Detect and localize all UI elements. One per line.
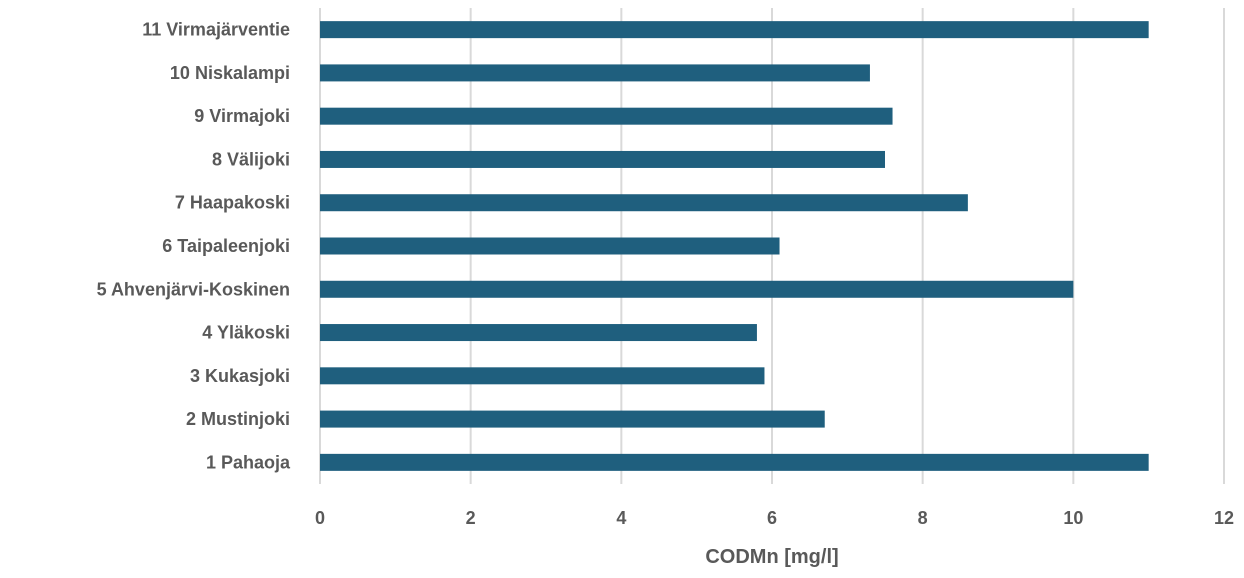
bar xyxy=(320,150,885,168)
bar xyxy=(320,21,1149,39)
bar xyxy=(320,107,893,125)
bar xyxy=(320,64,870,82)
category-label: 2 Mustinjoki xyxy=(186,409,290,429)
bars xyxy=(320,21,1149,471)
category-label: 9 Virmajoki xyxy=(194,106,290,126)
bar xyxy=(320,453,1149,471)
category-label: 8 Välijoki xyxy=(212,149,290,169)
category-labels: 11 Virmajärventie 10 Niskalampi 9 Virmajok… xyxy=(97,20,291,473)
x-tick-label: 0 xyxy=(315,508,325,528)
x-tick-label: 10 xyxy=(1063,508,1083,528)
x-axis-tick-labels: 0 2 4 6 8 10 12 xyxy=(315,508,1234,528)
category-label: 7 Haapakoski xyxy=(175,193,290,213)
x-axis-title: CODMn [mg/l] xyxy=(705,546,838,568)
x-tick-label: 2 xyxy=(466,508,476,528)
category-label: 10 Niskalampi xyxy=(170,63,290,83)
x-tick-label: 6 xyxy=(767,508,777,528)
category-label: 11 Virmajärventie xyxy=(142,20,290,40)
bar xyxy=(320,194,968,212)
bar xyxy=(320,410,825,428)
category-label: 5 Ahvenjärvi-Koskinen xyxy=(97,279,290,299)
category-label: 3 Kukasjoki xyxy=(190,366,290,386)
category-label: 4 Yläkoski xyxy=(202,323,290,343)
bar xyxy=(320,237,780,255)
bar xyxy=(320,324,757,342)
x-tick-label: 12 xyxy=(1214,508,1234,528)
bar xyxy=(320,367,765,385)
bar xyxy=(320,280,1074,298)
category-label: 1 Pahaoja xyxy=(206,452,291,472)
x-tick-label: 8 xyxy=(918,508,928,528)
category-label: 6 Taipaleenjoki xyxy=(162,236,290,256)
x-tick-label: 4 xyxy=(616,508,626,528)
